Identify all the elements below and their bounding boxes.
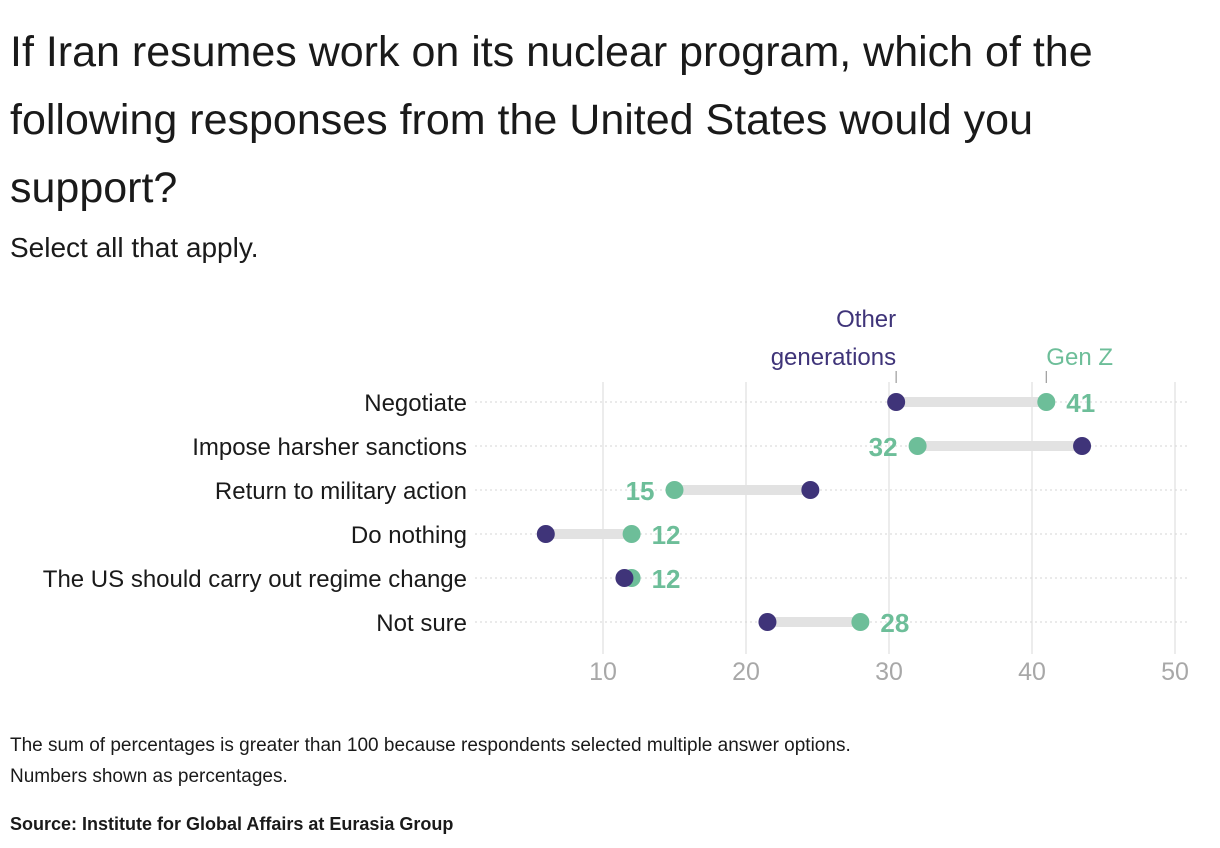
gen-z-value-label: 15 [626,476,655,506]
category-labels: Negotiate Impose harsher sanctions Return … [43,390,467,637]
legend-label-gen-z: Gen Z [1046,344,1113,371]
gen-z-dot [851,613,870,631]
other-generations-dot [801,481,820,499]
gen-z-value-label: 12 [652,564,681,594]
x-tick-label: 50 [1161,658,1189,686]
gen-z-dot [665,481,684,499]
category-label: Return to military action [215,478,467,505]
value-labels: 41 32 15 12 12 28 [626,388,1096,638]
legend-label-other-generations: Other [836,306,896,333]
gen-z-value-label: 41 [1066,388,1095,418]
other-generations-dot [1073,437,1092,455]
source-line: Source: Institute for Global Affairs at … [10,814,454,834]
other-generations-dot [758,613,777,631]
gen-z-dot [1037,393,1056,411]
category-label: Not sure [376,610,467,637]
gen-z-value-label: 32 [869,432,898,462]
gen-z-value-label: 28 [880,608,909,638]
x-tick-label: 30 [875,658,903,686]
legend-label-other-generations: generations [771,344,896,371]
x-tick-label: 40 [1018,658,1046,686]
chart-title: If Iran resumes work on its nuclear prog… [10,28,1093,212]
other-generations-dot [536,525,555,543]
x-axis: 10 20 30 40 50 [589,658,1189,686]
gen-z-dot [622,525,641,543]
footnote-units: Numbers shown as percentages. [10,766,288,787]
other-generations-dot [887,393,906,411]
footnote-multiple-answers: The sum of percentages is greater than 1… [10,735,851,756]
row-guides [475,401,1190,623]
x-tick-label: 20 [732,658,760,686]
dumbbell-chart: Negotiate Impose harsher sanctions Return … [43,306,1190,686]
category-label: Negotiate [364,390,467,417]
gridlines [602,382,1176,654]
category-label: Do nothing [351,522,467,549]
connectors [545,397,1083,627]
legend: Other generations Gen Z [771,306,1113,383]
gen-z-dot [908,437,927,455]
dots [536,393,1092,631]
category-label: Impose harsher sanctions [192,434,467,461]
category-label: The US should carry out regime change [43,566,467,593]
x-tick-label: 10 [589,658,617,686]
other-generations-dot [615,569,634,587]
gen-z-value-label: 12 [652,520,681,550]
chart-subtitle: Select all that apply. [10,232,259,263]
